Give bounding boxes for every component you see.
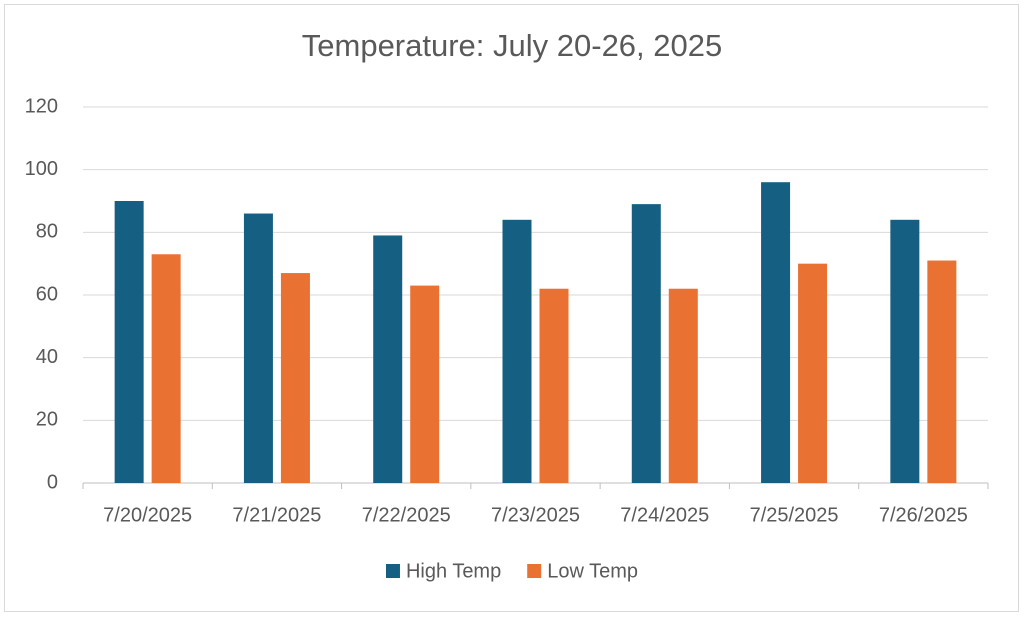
y-tick-label: 60 (36, 283, 58, 305)
x-tick-label: 7/24/2025 (620, 504, 709, 526)
x-tick-label: 7/25/2025 (750, 504, 839, 526)
bar (373, 235, 403, 483)
bar (410, 285, 440, 483)
y-tick-label: 40 (36, 346, 58, 368)
y-tick-label: 80 (36, 221, 58, 243)
bar (539, 288, 569, 483)
bar (890, 219, 920, 484)
y-tick-label: 100 (25, 158, 58, 180)
x-tick-label: 7/26/2025 (879, 504, 968, 526)
bar (631, 204, 661, 483)
legend-label: High Temp (406, 560, 501, 582)
x-tick-label: 7/22/2025 (362, 504, 451, 526)
bar (761, 182, 791, 483)
bar (502, 219, 532, 484)
bar (243, 213, 273, 484)
legend-swatch (527, 564, 542, 578)
y-tick-label: 20 (36, 409, 58, 431)
bar (280, 273, 310, 483)
bar (668, 288, 698, 483)
legend-swatch (385, 564, 400, 578)
x-tick-label: 7/20/2025 (103, 504, 192, 526)
y-tick-label: 0 (47, 471, 58, 493)
bar (798, 263, 828, 483)
legend-label: Low Temp (547, 560, 638, 582)
chart-title: Temperature: July 20-26, 2025 (302, 28, 722, 63)
x-tick-label: 7/21/2025 (232, 504, 321, 526)
legend: High Temp Low Temp (385, 560, 638, 582)
bar (114, 201, 144, 483)
bar (151, 254, 181, 483)
x-tick-label: 7/23/2025 (491, 504, 580, 526)
y-tick-label: 120 (25, 95, 58, 117)
bar (927, 260, 957, 483)
